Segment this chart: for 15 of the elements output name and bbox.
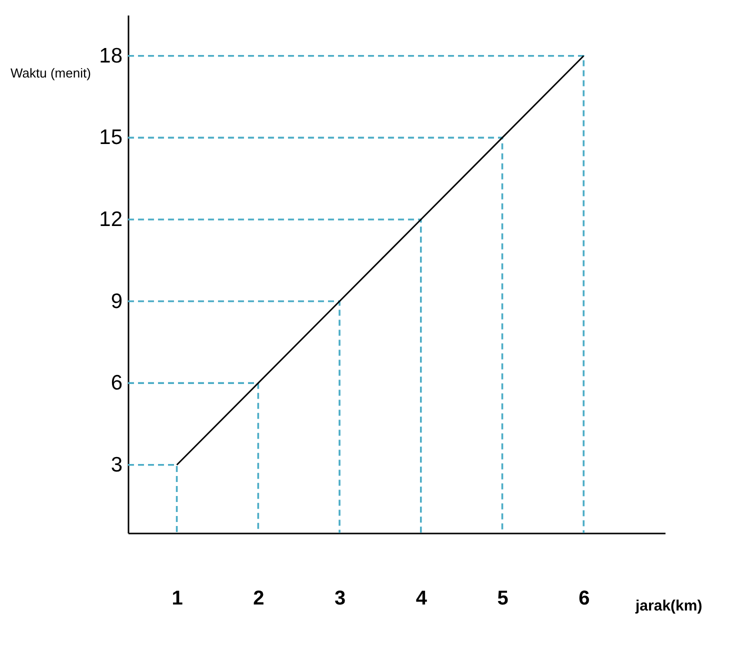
y-tick-label: 3 [110,453,122,476]
x-axis-title: jarak(km) [634,598,702,614]
line-series [176,55,584,466]
x-tick-label: 5 [497,588,508,610]
x-tick-label: 2 [253,588,264,610]
x-tick-label: 1 [172,588,183,610]
y-tick-label: 9 [110,290,122,313]
y-tick-label: 15 [99,126,122,150]
y-tick-label: 12 [99,208,122,231]
x-tick-label: 4 [416,588,428,610]
y-axis-title: Waktu (menit) [10,66,91,80]
x-tick-label: 3 [334,588,346,610]
y-tick-label: 6 [110,372,122,395]
x-tick-label: 6 [578,588,590,610]
y-tick-label: 18 [99,44,122,68]
